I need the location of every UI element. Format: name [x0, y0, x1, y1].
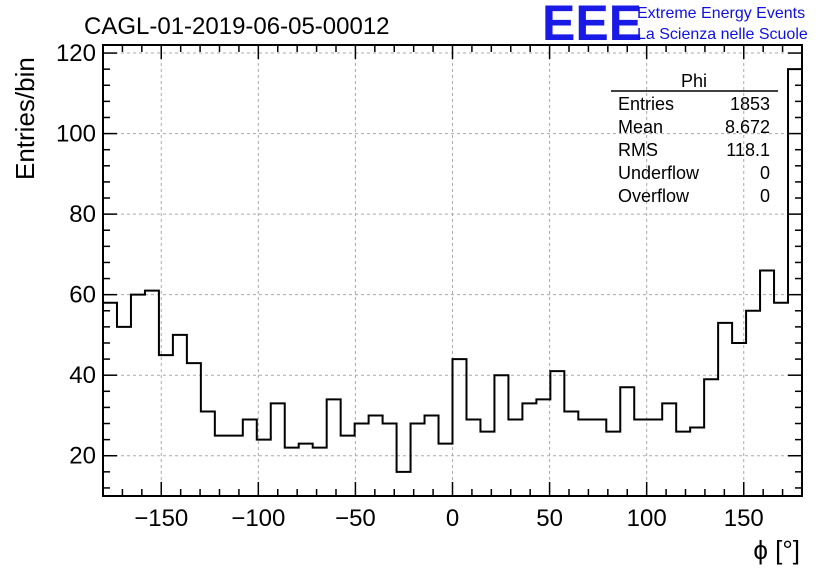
x-tick-label: −50: [335, 505, 376, 532]
x-tick-label: 150: [724, 505, 764, 532]
y-tick-label: 40: [69, 362, 96, 389]
chart-title: CAGL-01-2019-06-05-00012: [84, 13, 390, 40]
x-tick-label: 0: [446, 505, 459, 532]
x-tick-label: −100: [231, 505, 285, 532]
logo-mark: EEE: [542, 0, 642, 51]
stats-box: Phi Entries 1853 Mean 8.672 RMS 118.1 Un…: [611, 71, 778, 206]
y-tick-label: 120: [56, 40, 96, 67]
axis-ticks: [102, 45, 803, 496]
eee-logo: EEE Extreme Energy Events La Scienza nel…: [542, 0, 808, 51]
stats-label-rms: RMS: [618, 140, 658, 160]
x-axis-label: ϕ [°]: [753, 535, 800, 565]
y-axis-label: Entries/bin: [10, 57, 40, 180]
y-tick-label: 20: [69, 443, 96, 470]
stats-label-underflow: Underflow: [618, 163, 700, 183]
x-tick-label: −150: [134, 505, 188, 532]
y-tick-label: 60: [69, 282, 96, 309]
x-tick-label: 100: [627, 505, 667, 532]
y-tick-label: 80: [69, 201, 96, 228]
y-tick-label: 100: [56, 121, 96, 148]
stats-title: Phi: [681, 71, 707, 91]
logo-line1: Extreme Energy Events: [637, 5, 805, 22]
tick-labels: −150 −100 −50 0 50 100 150 20 40 60 80 100 120: [56, 40, 764, 532]
stats-label-overflow: Overflow: [618, 186, 690, 206]
histogram-line: [103, 68, 802, 473]
stats-value-overflow: 0: [760, 186, 770, 206]
logo-line2: La Scienza nelle Scuole: [637, 26, 808, 43]
stats-label-mean: Mean: [618, 117, 663, 137]
stats-value-rms: 118.1: [726, 140, 770, 160]
stats-value-mean: 8.672: [725, 117, 770, 137]
x-tick-label: 50: [536, 505, 563, 532]
stats-value-entries: 1853: [730, 94, 770, 114]
stats-value-underflow: 0: [760, 163, 770, 183]
stats-label-entries: Entries: [618, 94, 674, 114]
